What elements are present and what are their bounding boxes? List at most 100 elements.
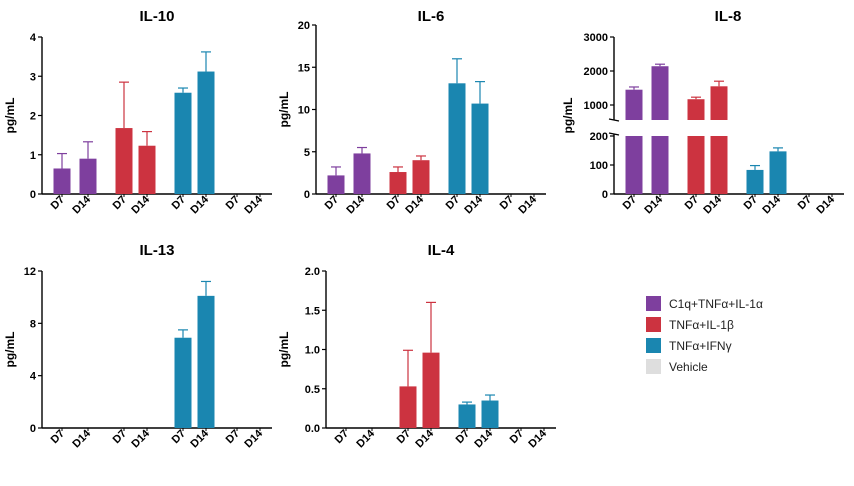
bar	[53, 168, 71, 194]
x-tick-label: D14	[413, 427, 436, 450]
x-tick-label: D14	[188, 193, 211, 216]
axis-break-mark	[608, 118, 620, 122]
x-tick-label: D14	[242, 427, 265, 450]
bar	[710, 136, 728, 194]
legend-swatch	[646, 359, 661, 374]
y-tick-label: 2000	[584, 66, 608, 78]
legend-label: Vehicle	[669, 360, 708, 374]
bar	[389, 172, 407, 194]
y-axis-label: pg/mL	[277, 92, 291, 128]
y-tick-label: 100	[590, 160, 608, 172]
bar	[625, 89, 643, 120]
error-bar-group	[773, 147, 783, 152]
error-bar-group	[142, 130, 152, 146]
chart-title: IL-6	[418, 8, 445, 25]
x-tick-label: D7	[796, 194, 814, 212]
chart-il-4: IL-4pg/mL0.00.51.01.52.0D7 D14 D7 D14 D7 D14 D…	[277, 242, 556, 450]
bar	[710, 86, 728, 120]
legend-label: TNFα+IL-1β	[669, 318, 734, 332]
y-tick-label: 1	[30, 150, 36, 162]
x-tick-label: D14	[354, 427, 377, 450]
x-tick-label: D14	[188, 427, 211, 450]
bar	[353, 153, 371, 194]
bar	[481, 400, 499, 428]
legend-swatch	[646, 338, 661, 353]
error-bar-group	[331, 166, 341, 176]
error-bar-group	[426, 301, 436, 353]
error-bar-group	[629, 86, 639, 90]
y-tick-label: 8	[30, 318, 36, 330]
x-tick-label: D14	[701, 193, 724, 216]
bar	[458, 404, 476, 428]
x-tick-label: D14	[814, 193, 837, 216]
y-tick-label: 0	[30, 189, 36, 201]
x-tick-label: D14	[344, 193, 367, 216]
x-tick-label: D7	[508, 428, 526, 446]
bar	[197, 71, 215, 194]
chart-title: IL-13	[139, 242, 174, 259]
y-tick-label: 1.0	[305, 345, 320, 357]
bar	[687, 99, 705, 120]
x-tick-label: D7	[224, 194, 242, 212]
axis-break-mark	[608, 132, 620, 136]
bar	[412, 160, 430, 194]
y-axis-label: pg/mL	[3, 98, 17, 134]
x-tick-label: D7	[170, 428, 188, 446]
bar	[79, 158, 97, 194]
bar	[399, 386, 417, 428]
x-tick-label: D14	[516, 193, 539, 216]
x-tick-label: D14	[760, 193, 783, 216]
y-axis-label: pg/mL	[561, 98, 575, 134]
y-tick-label: 20	[298, 20, 310, 32]
error-bar-group	[750, 164, 760, 170]
x-tick-label: D14	[70, 193, 93, 216]
chart-title: IL-4	[428, 242, 455, 259]
x-tick-label: D7	[111, 428, 129, 446]
x-tick-label: D14	[129, 427, 152, 450]
y-axis-label: pg/mL	[3, 332, 17, 368]
x-tick-label: D7	[170, 194, 188, 212]
x-tick-label: D7	[742, 194, 760, 212]
x-tick-label: D7	[683, 194, 701, 212]
legend: C1q+TNFα+IL-1α TNFα+IL-1β TNFα+IFNγ Vehicle	[646, 296, 763, 374]
bar	[197, 295, 215, 428]
legend-swatch	[646, 296, 661, 311]
error-bar-group	[201, 280, 211, 296]
bar	[448, 83, 466, 194]
error-bar-group	[691, 96, 701, 100]
y-tick-label: 12	[24, 266, 36, 278]
error-bar-group	[201, 51, 211, 72]
y-tick-label: 4	[30, 32, 37, 44]
legend-item: Vehicle	[646, 359, 708, 374]
x-tick-label: D7	[385, 194, 403, 212]
y-tick-label: 2.0	[305, 266, 320, 278]
error-bar-group	[462, 401, 472, 405]
bar	[115, 128, 133, 194]
x-tick-label: D7	[49, 428, 67, 446]
x-tick-label: D14	[129, 193, 152, 216]
x-tick-label: D14	[526, 427, 549, 450]
y-tick-label: 2	[30, 111, 36, 123]
error-bar-group	[178, 329, 188, 338]
x-tick-label: D14	[70, 427, 93, 450]
x-tick-label: D7	[224, 428, 242, 446]
bar	[769, 151, 787, 194]
x-tick-label: D7	[395, 428, 413, 446]
bar	[625, 136, 643, 194]
legend-item: C1q+TNFα+IL-1α	[646, 296, 763, 311]
bar	[471, 103, 489, 194]
y-tick-label: 0	[304, 189, 310, 201]
y-tick-label: 0.5	[305, 384, 320, 396]
y-tick-label: 0	[30, 423, 36, 435]
y-tick-label: 3	[30, 71, 36, 83]
y-tick-label: 5	[304, 147, 310, 159]
error-bar-group	[83, 141, 93, 159]
x-tick-label: D7	[49, 194, 67, 212]
chart-title: IL-8	[715, 8, 742, 25]
